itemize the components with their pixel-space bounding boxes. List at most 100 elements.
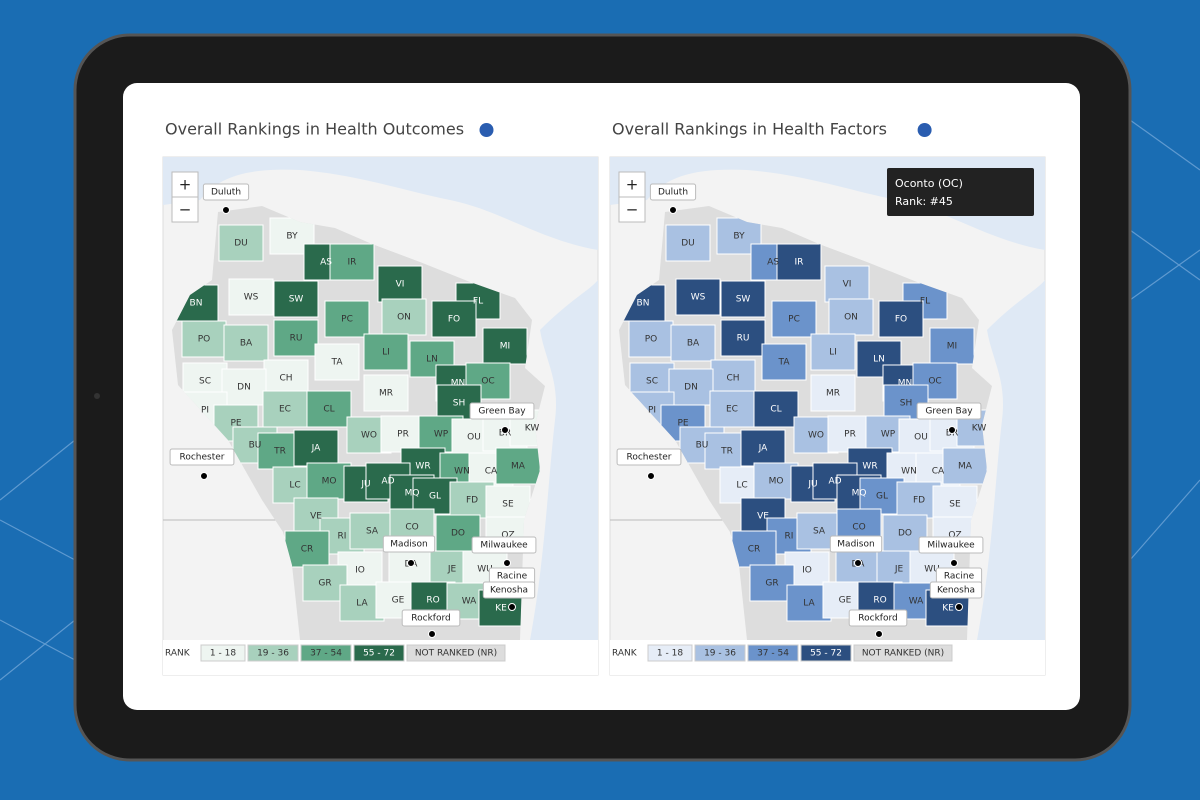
county-label: BY [286, 232, 298, 242]
county[interactable] [377, 265, 423, 303]
county[interactable] [329, 243, 375, 281]
county[interactable] [628, 320, 674, 358]
county[interactable] [856, 340, 902, 378]
county[interactable] [302, 564, 348, 602]
county-label: BN [190, 299, 203, 309]
county[interactable] [314, 343, 360, 381]
county[interactable] [827, 415, 873, 453]
county-label: CL [770, 405, 781, 415]
county[interactable] [306, 390, 352, 428]
legend-label[interactable]: NOT RANKED (NR) [862, 649, 944, 659]
zoom-button[interactable] [618, 171, 646, 198]
zoom-button[interactable] [618, 196, 646, 223]
legend-swatch[interactable] [353, 644, 405, 662]
legend-label[interactable]: 37 - 54 [310, 649, 342, 659]
legend-label[interactable]: 19 - 36 [704, 649, 736, 659]
county[interactable] [675, 278, 721, 316]
county[interactable] [828, 298, 874, 336]
county-label: DO [898, 529, 912, 539]
legend-label[interactable]: 37 - 54 [757, 649, 789, 659]
legend-swatch[interactable] [406, 644, 506, 662]
legend-swatch[interactable] [200, 644, 246, 662]
county[interactable] [431, 300, 477, 338]
legend-swatch[interactable] [647, 644, 693, 662]
county[interactable] [495, 447, 541, 485]
zoom-text[interactable]: + [179, 176, 192, 194]
county[interactable] [284, 530, 330, 568]
county[interactable] [761, 343, 807, 381]
county-label: WA [909, 597, 924, 607]
city-dot [222, 206, 230, 214]
county[interactable] [273, 319, 319, 357]
legend-swatch[interactable] [694, 644, 746, 662]
county[interactable] [380, 415, 426, 453]
county[interactable] [776, 243, 822, 281]
legend-label[interactable]: 1 - 18 [657, 649, 683, 659]
county-label: WS [244, 293, 259, 303]
county[interactable] [771, 300, 817, 338]
legend-label[interactable]: 19 - 36 [257, 649, 289, 659]
county[interactable] [720, 280, 766, 318]
county[interactable] [293, 497, 339, 535]
county[interactable] [223, 324, 269, 362]
legend-label[interactable]: 55 - 72 [810, 649, 842, 659]
county-label: FD [466, 496, 478, 506]
county[interactable] [485, 485, 531, 523]
legend-label[interactable]: NOT RANKED (NR) [415, 649, 497, 659]
info-icon[interactable] [479, 123, 494, 137]
legend-swatch[interactable] [853, 644, 953, 662]
county[interactable] [709, 390, 755, 428]
county[interactable] [181, 320, 227, 358]
county[interactable] [731, 530, 777, 568]
county[interactable] [942, 447, 988, 485]
county[interactable] [324, 300, 370, 338]
legend-swatch[interactable] [300, 644, 352, 662]
legend-swatch[interactable] [247, 644, 299, 662]
city-dot [428, 630, 436, 638]
county-label: WO [808, 431, 824, 441]
county-label: EC [279, 405, 291, 415]
city-dot [501, 426, 509, 434]
county[interactable] [363, 374, 409, 412]
legend-swatch[interactable] [747, 644, 799, 662]
county-label: RI [338, 532, 347, 542]
county[interactable] [670, 324, 716, 362]
county[interactable] [228, 278, 274, 316]
panel-title: Overall Rankings in Health Factors [612, 120, 887, 139]
zoom-button[interactable] [171, 171, 199, 198]
zoom-text[interactable]: − [626, 201, 639, 219]
county-label: BA [687, 339, 700, 349]
legend-swatch[interactable] [800, 644, 852, 662]
county[interactable] [482, 327, 528, 365]
info-icon[interactable] [917, 123, 932, 137]
county[interactable] [363, 333, 409, 371]
county[interactable] [810, 374, 856, 412]
county[interactable] [262, 390, 308, 428]
county-label: FL [473, 297, 483, 307]
legend-label[interactable]: 55 - 72 [363, 649, 395, 659]
county[interactable] [381, 298, 427, 336]
county[interactable] [810, 333, 856, 371]
county[interactable] [753, 390, 799, 428]
county[interactable] [273, 280, 319, 318]
county-label: WN [454, 467, 470, 477]
city-label: Rockford [411, 614, 450, 624]
county-label: SW [289, 295, 304, 305]
county[interactable] [720, 319, 766, 357]
county[interactable] [665, 224, 711, 262]
county-label: PR [844, 430, 856, 440]
county[interactable] [878, 300, 924, 338]
county-label: MI [500, 342, 510, 352]
zoom-text[interactable]: + [626, 176, 639, 194]
county[interactable] [293, 429, 339, 467]
county[interactable] [218, 224, 264, 262]
county[interactable] [824, 265, 870, 303]
legend-label[interactable]: 1 - 18 [210, 649, 236, 659]
zoom-text[interactable]: − [179, 201, 192, 219]
map-panel: Overall Rankings in Health Factors DU BY AS… [609, 120, 1046, 676]
zoom-button[interactable] [171, 196, 199, 223]
county-label: LN [873, 355, 885, 365]
county[interactable] [932, 485, 978, 523]
county-label: CR [748, 545, 761, 555]
county[interactable] [263, 359, 309, 397]
